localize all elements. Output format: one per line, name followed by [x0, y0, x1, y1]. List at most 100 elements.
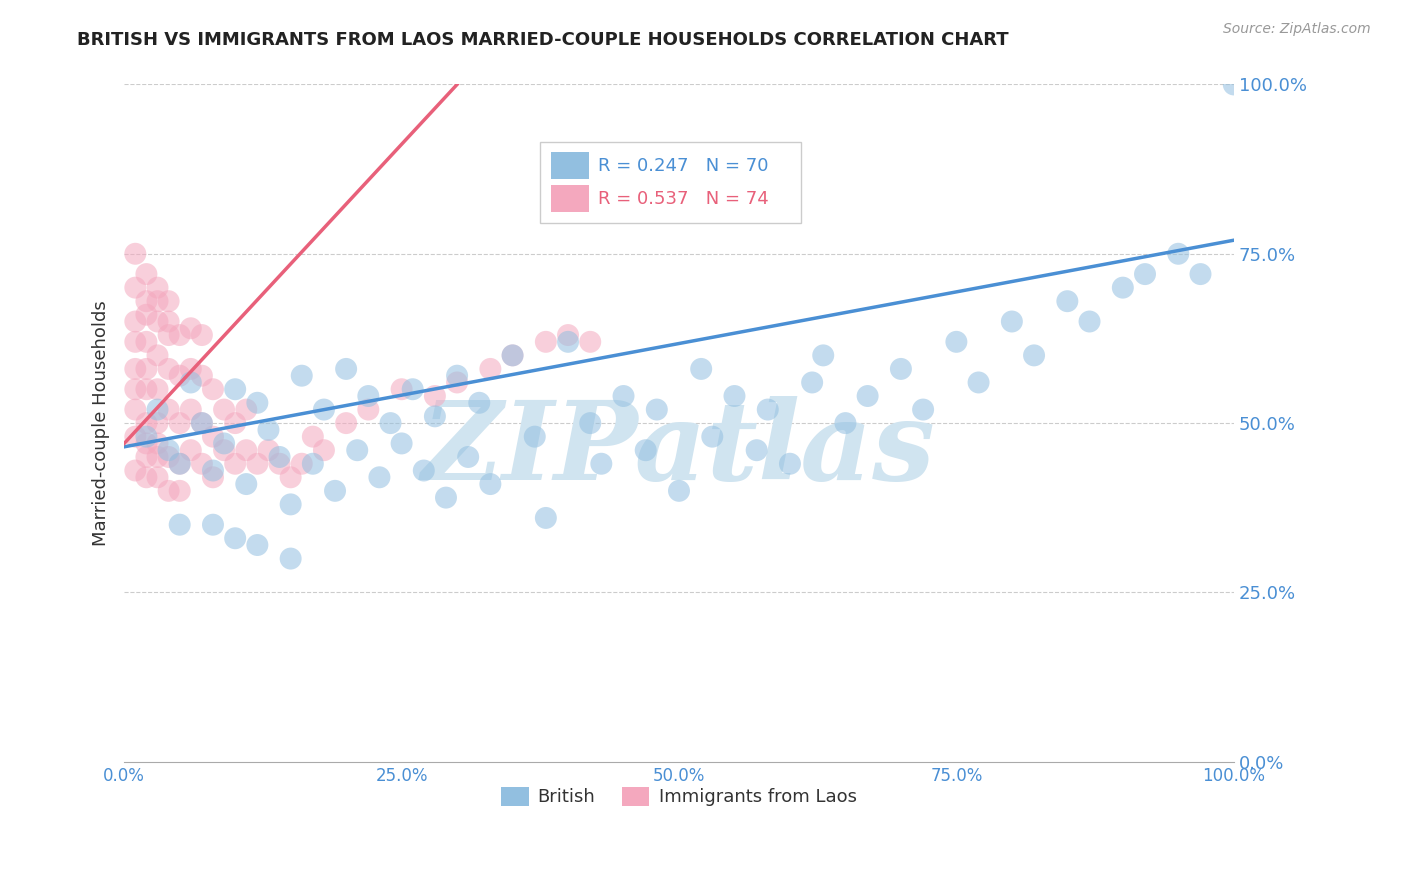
Point — [690, 362, 713, 376]
Point — [890, 362, 912, 376]
Point — [191, 457, 214, 471]
Point — [180, 362, 202, 376]
Point — [945, 334, 967, 349]
Point — [124, 362, 146, 376]
Point — [157, 443, 180, 458]
Point — [335, 362, 357, 376]
Point — [591, 457, 613, 471]
Point — [146, 436, 169, 450]
Point — [1189, 267, 1212, 281]
Point — [634, 443, 657, 458]
Point — [468, 396, 491, 410]
Y-axis label: Married-couple Households: Married-couple Households — [93, 301, 110, 546]
Point — [146, 280, 169, 294]
Point — [224, 416, 246, 430]
Point — [391, 382, 413, 396]
Point — [645, 402, 668, 417]
Text: R = 0.537   N = 74: R = 0.537 N = 74 — [598, 190, 769, 208]
Point — [246, 457, 269, 471]
Point — [745, 443, 768, 458]
Point — [1112, 280, 1135, 294]
Point — [368, 470, 391, 484]
Point — [212, 402, 235, 417]
Text: ZIPatlas: ZIPatlas — [422, 396, 936, 504]
Point — [124, 280, 146, 294]
Point — [157, 483, 180, 498]
Point — [135, 416, 157, 430]
Point — [235, 402, 257, 417]
Point — [169, 328, 191, 343]
Point — [434, 491, 457, 505]
Point — [235, 477, 257, 491]
Point — [335, 416, 357, 430]
Point — [135, 308, 157, 322]
Point — [124, 430, 146, 444]
Point — [191, 328, 214, 343]
Point — [756, 402, 779, 417]
Point — [612, 389, 634, 403]
Text: BRITISH VS IMMIGRANTS FROM LAOS MARRIED-COUPLE HOUSEHOLDS CORRELATION CHART: BRITISH VS IMMIGRANTS FROM LAOS MARRIED-… — [77, 31, 1010, 49]
Point — [146, 402, 169, 417]
Point — [291, 368, 314, 383]
Point — [157, 328, 180, 343]
Point — [523, 430, 546, 444]
Point — [1078, 314, 1101, 328]
Point — [479, 362, 502, 376]
Point — [224, 457, 246, 471]
Point — [280, 497, 302, 511]
Point — [180, 402, 202, 417]
Point — [135, 267, 157, 281]
Point — [135, 294, 157, 309]
Point — [246, 396, 269, 410]
FancyBboxPatch shape — [551, 186, 589, 212]
Point — [446, 368, 468, 383]
Point — [146, 470, 169, 484]
Point — [346, 443, 368, 458]
Legend: British, Immigrants from Laos: British, Immigrants from Laos — [495, 780, 863, 814]
Point — [291, 457, 314, 471]
Point — [191, 416, 214, 430]
Point — [146, 416, 169, 430]
Point — [412, 463, 434, 477]
Point — [446, 376, 468, 390]
Point — [124, 334, 146, 349]
Point — [212, 436, 235, 450]
Point — [124, 402, 146, 417]
Point — [391, 436, 413, 450]
Point — [813, 348, 835, 362]
Point — [135, 470, 157, 484]
Point — [423, 389, 446, 403]
Point — [380, 416, 402, 430]
Point — [135, 362, 157, 376]
Point — [157, 402, 180, 417]
Point — [257, 443, 280, 458]
Point — [312, 402, 335, 417]
Point — [1022, 348, 1045, 362]
Point — [124, 382, 146, 396]
Point — [457, 450, 479, 464]
Point — [779, 457, 801, 471]
Point — [146, 348, 169, 362]
Point — [357, 389, 380, 403]
Point — [479, 477, 502, 491]
Point — [534, 334, 557, 349]
Point — [180, 443, 202, 458]
Point — [502, 348, 524, 362]
Point — [912, 402, 935, 417]
Point — [201, 382, 224, 396]
Point — [557, 328, 579, 343]
Point — [212, 443, 235, 458]
Point — [557, 334, 579, 349]
Point — [201, 430, 224, 444]
Point — [201, 470, 224, 484]
Point — [169, 457, 191, 471]
Point — [224, 531, 246, 545]
Point — [534, 511, 557, 525]
Point — [280, 551, 302, 566]
Point — [201, 463, 224, 477]
Point — [135, 430, 157, 444]
Point — [135, 334, 157, 349]
Point — [124, 246, 146, 260]
Point — [1167, 246, 1189, 260]
Point — [280, 470, 302, 484]
